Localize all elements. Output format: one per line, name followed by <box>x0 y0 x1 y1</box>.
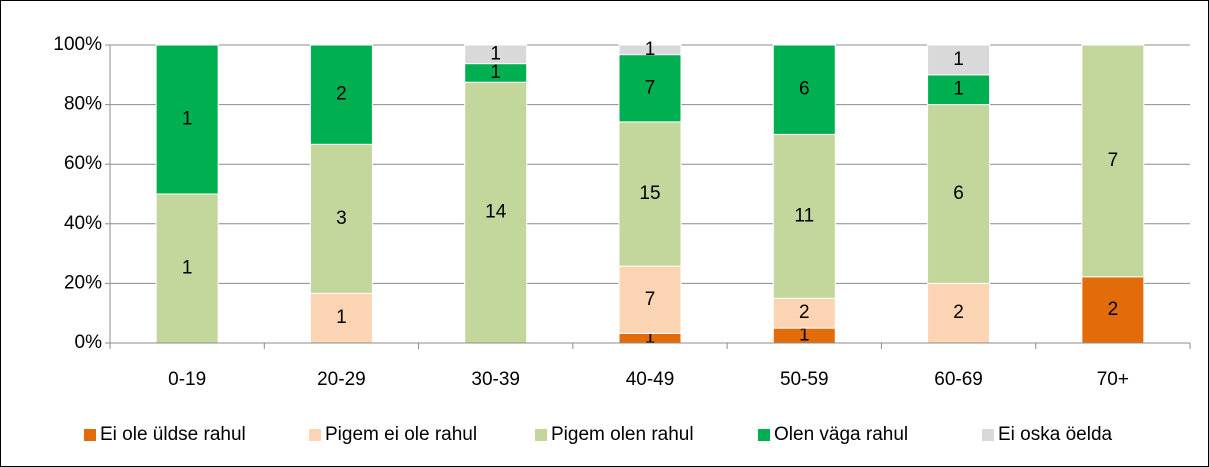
bar-segment <box>464 81 528 344</box>
bar-segment <box>1081 44 1145 278</box>
data-label: 7 <box>645 77 656 98</box>
y-tick-label: 20% <box>64 272 102 293</box>
data-label: 1 <box>336 307 347 328</box>
legend-swatch <box>535 429 547 441</box>
data-label: 1 <box>182 258 193 279</box>
legend-swatch <box>84 429 96 441</box>
y-tick-label: 60% <box>64 153 102 174</box>
y-tick-label: 100% <box>53 34 102 55</box>
data-label: 1 <box>490 43 501 64</box>
data-label: 1 <box>953 49 964 70</box>
bar-segment <box>772 133 836 299</box>
legend-swatch <box>309 429 321 441</box>
x-tick-label: 20-29 <box>317 369 366 390</box>
data-label: 7 <box>1108 150 1119 171</box>
data-label: 1 <box>490 62 501 83</box>
data-label: 1 <box>182 109 193 130</box>
legend-label: Pigem ei ole rahul <box>325 424 477 445</box>
data-label: 6 <box>953 183 964 204</box>
data-label: 1 <box>645 327 656 348</box>
legend-swatch <box>982 429 994 441</box>
legend-label: Ei oska öelda <box>998 424 1113 445</box>
bar-segment <box>927 104 991 284</box>
x-tick-label: 60-69 <box>934 369 983 390</box>
data-label: 15 <box>639 183 660 204</box>
bar-segment <box>155 44 219 195</box>
bar-segment <box>464 44 528 65</box>
legend-swatch <box>758 429 770 441</box>
bar-segment <box>927 44 991 76</box>
y-tick-label: 80% <box>64 94 102 115</box>
data-label: 7 <box>645 289 656 310</box>
bar-segment <box>309 44 373 145</box>
data-label: 2 <box>953 302 964 323</box>
x-tick-label: 0-19 <box>168 369 206 390</box>
x-tick-label: 70+ <box>1097 369 1129 390</box>
bar-segment <box>618 265 682 334</box>
x-tick-label: 50-59 <box>780 369 829 390</box>
bar-segment <box>618 44 682 56</box>
data-label: 1 <box>645 39 656 60</box>
data-label: 14 <box>485 202 507 223</box>
y-tick-label: 0% <box>75 332 103 353</box>
bar-segment <box>772 297 836 329</box>
bar-segment <box>618 121 682 267</box>
legend-label: Pigem olen rahul <box>551 424 694 445</box>
data-label: 3 <box>336 208 347 229</box>
legend-label: Ei ole üldse rahul <box>100 424 246 445</box>
x-tick-label: 40-49 <box>626 369 675 390</box>
bar-segment <box>618 54 682 123</box>
data-label: 2 <box>1108 299 1119 320</box>
data-label: 2 <box>336 84 347 105</box>
data-label: 2 <box>799 302 810 323</box>
data-label: 11 <box>794 205 814 226</box>
bar-segment <box>927 282 991 344</box>
x-tick-label: 30-39 <box>471 369 520 390</box>
bar-segment <box>772 44 836 135</box>
legend-label: Olen väga rahul <box>774 424 908 445</box>
bar-segment <box>309 143 373 294</box>
data-label: 1 <box>799 325 810 346</box>
bar-segment <box>155 193 219 344</box>
data-label: 6 <box>799 79 810 100</box>
y-tick-label: 40% <box>64 213 102 234</box>
data-label: 1 <box>953 79 964 100</box>
